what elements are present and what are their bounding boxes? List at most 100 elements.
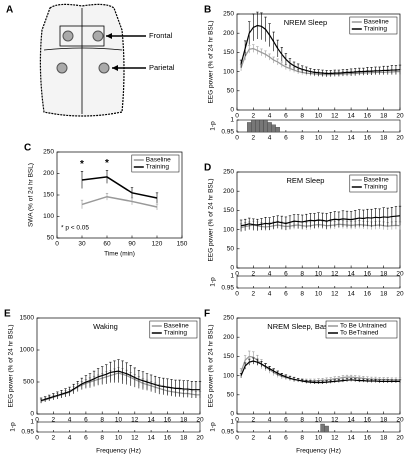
strip-x-tick-label: 0 (35, 435, 39, 442)
x-tick-label: 16 (164, 417, 172, 424)
x-tick-label: 2 (251, 417, 255, 424)
y-tick-label: 200 (223, 188, 234, 195)
strip-x-tick-label: 6 (284, 291, 288, 298)
x-tick-label: 18 (180, 417, 188, 424)
x-tick-label: 12 (131, 417, 139, 424)
x-axis-label: Time (min) (104, 251, 135, 258)
strip-x-tick-label: 2 (51, 435, 55, 442)
x-tick-label: 0 (55, 241, 59, 248)
x-tick-label: 0 (235, 113, 239, 120)
x-tick-label: 0 (35, 417, 39, 424)
strip-x-tick-label: 8 (300, 135, 304, 142)
chart-title: NREM Sleep, Baseline (267, 322, 343, 331)
strip-x-tick-label: 6 (284, 435, 288, 442)
x-tick-label: 10 (315, 417, 323, 424)
strip-x-tick-label: 20 (196, 435, 204, 442)
legend-label: Baseline (364, 177, 389, 184)
x-tick-label: 4 (268, 113, 272, 120)
x-tick-label: 18 (380, 271, 388, 278)
strip-x-tick-label: 10 (315, 435, 323, 442)
y-tick-label: 100 (223, 68, 234, 75)
significance-bar (267, 122, 272, 133)
y-axis-label: EEG power (% of 24 hr BSL) (208, 324, 215, 407)
suture (43, 47, 123, 51)
strip-x-tick-label: 12 (331, 291, 339, 298)
series-line (240, 355, 400, 382)
electrode (98, 62, 110, 74)
series-line (240, 360, 400, 384)
significance-bar (255, 119, 260, 133)
significance-bar (263, 119, 268, 133)
y-axis-label: EEG power (% of 24 hr BSL) (8, 324, 15, 407)
skull-diagram: A Frontal Parietal (6, 3, 175, 117)
legend-label: Training (364, 26, 388, 33)
strip-y-tick-label: 1 (230, 419, 234, 426)
annotation: * (80, 159, 84, 170)
strip-x-tick-label: 14 (347, 135, 355, 142)
x-tick-label: 10 (315, 271, 323, 278)
y-tick-label: 200 (223, 30, 234, 37)
strip-y-label: 1-p (210, 422, 217, 432)
annotation: * (105, 158, 109, 169)
electrode (62, 30, 74, 42)
strip-y-tick-label: 1 (230, 273, 234, 280)
strip-x-tick-label: 0 (235, 291, 239, 298)
region-label: Parietal (149, 63, 175, 72)
x-tick-label: 0 (235, 271, 239, 278)
x-tick-label: 12 (331, 271, 339, 278)
series-line (40, 370, 200, 402)
strip-y-tick-label: 1 (230, 117, 234, 124)
y-tick-label: 150 (43, 192, 54, 199)
series-line (240, 24, 401, 75)
strip-x-tick-label: 16 (364, 435, 372, 442)
significance-bar (247, 122, 252, 133)
y-tick-label: 1000 (20, 347, 35, 354)
x-axis-label: Frequency (Hz) (96, 448, 141, 455)
chart-title: Waking (93, 322, 118, 331)
x-tick-label: 4 (268, 417, 272, 424)
chart-title: REM Sleep (286, 176, 324, 185)
y-tick-label: 250 (223, 169, 234, 176)
x-tick-label: 4 (68, 417, 72, 424)
x-tick-label: 12 (331, 113, 339, 120)
y-tick-label: 50 (227, 246, 235, 253)
y-tick-label: 100 (223, 226, 234, 233)
x-tick-label: 8 (100, 417, 104, 424)
legend-label: To BeTrained (340, 330, 379, 337)
x-tick-label: 6 (284, 113, 288, 120)
strip-x-tick-label: 4 (268, 135, 272, 142)
strip-x-tick-label: 8 (100, 435, 104, 442)
strip-y-tick-label: 1 (30, 419, 34, 426)
x-tick-label: 20 (396, 113, 404, 120)
electrode (92, 30, 104, 42)
x-tick-label: 16 (364, 417, 372, 424)
y-tick-label: 150 (223, 49, 234, 56)
x-tick-label: 14 (147, 417, 155, 424)
significance-bar (320, 423, 325, 433)
y-tick-label: 0 (230, 265, 234, 272)
series-line (81, 195, 158, 208)
region-label: Frontal (149, 31, 173, 40)
strip-x-tick-label: 18 (380, 135, 388, 142)
y-tick-label: 150 (223, 353, 234, 360)
significance-bar (324, 425, 329, 433)
x-axis-label: Frequency (Hz) (296, 448, 341, 455)
y-tick-label: 1500 (20, 315, 35, 322)
panel-letter: C (24, 143, 31, 154)
significance-bar (259, 119, 264, 133)
y-tick-label: 250 (223, 315, 234, 322)
legend-label: Baseline (146, 157, 171, 164)
y-axis-label: EEG power (% of 24 hr BSL) (208, 20, 215, 103)
x-tick-label: 8 (300, 271, 304, 278)
x-tick-label: 14 (347, 271, 355, 278)
strip-x-tick-label: 14 (147, 435, 155, 442)
chart-title: NREM Sleep (284, 18, 327, 27)
strip-y-label: 1-p (210, 121, 217, 131)
strip-x-tick-label: 6 (284, 135, 288, 142)
strip-x-tick-label: 10 (315, 291, 323, 298)
y-tick-label: 50 (227, 88, 235, 95)
series-line (40, 372, 200, 402)
y-tick-label: 200 (43, 170, 54, 177)
strip-x-tick-label: 2 (251, 291, 255, 298)
